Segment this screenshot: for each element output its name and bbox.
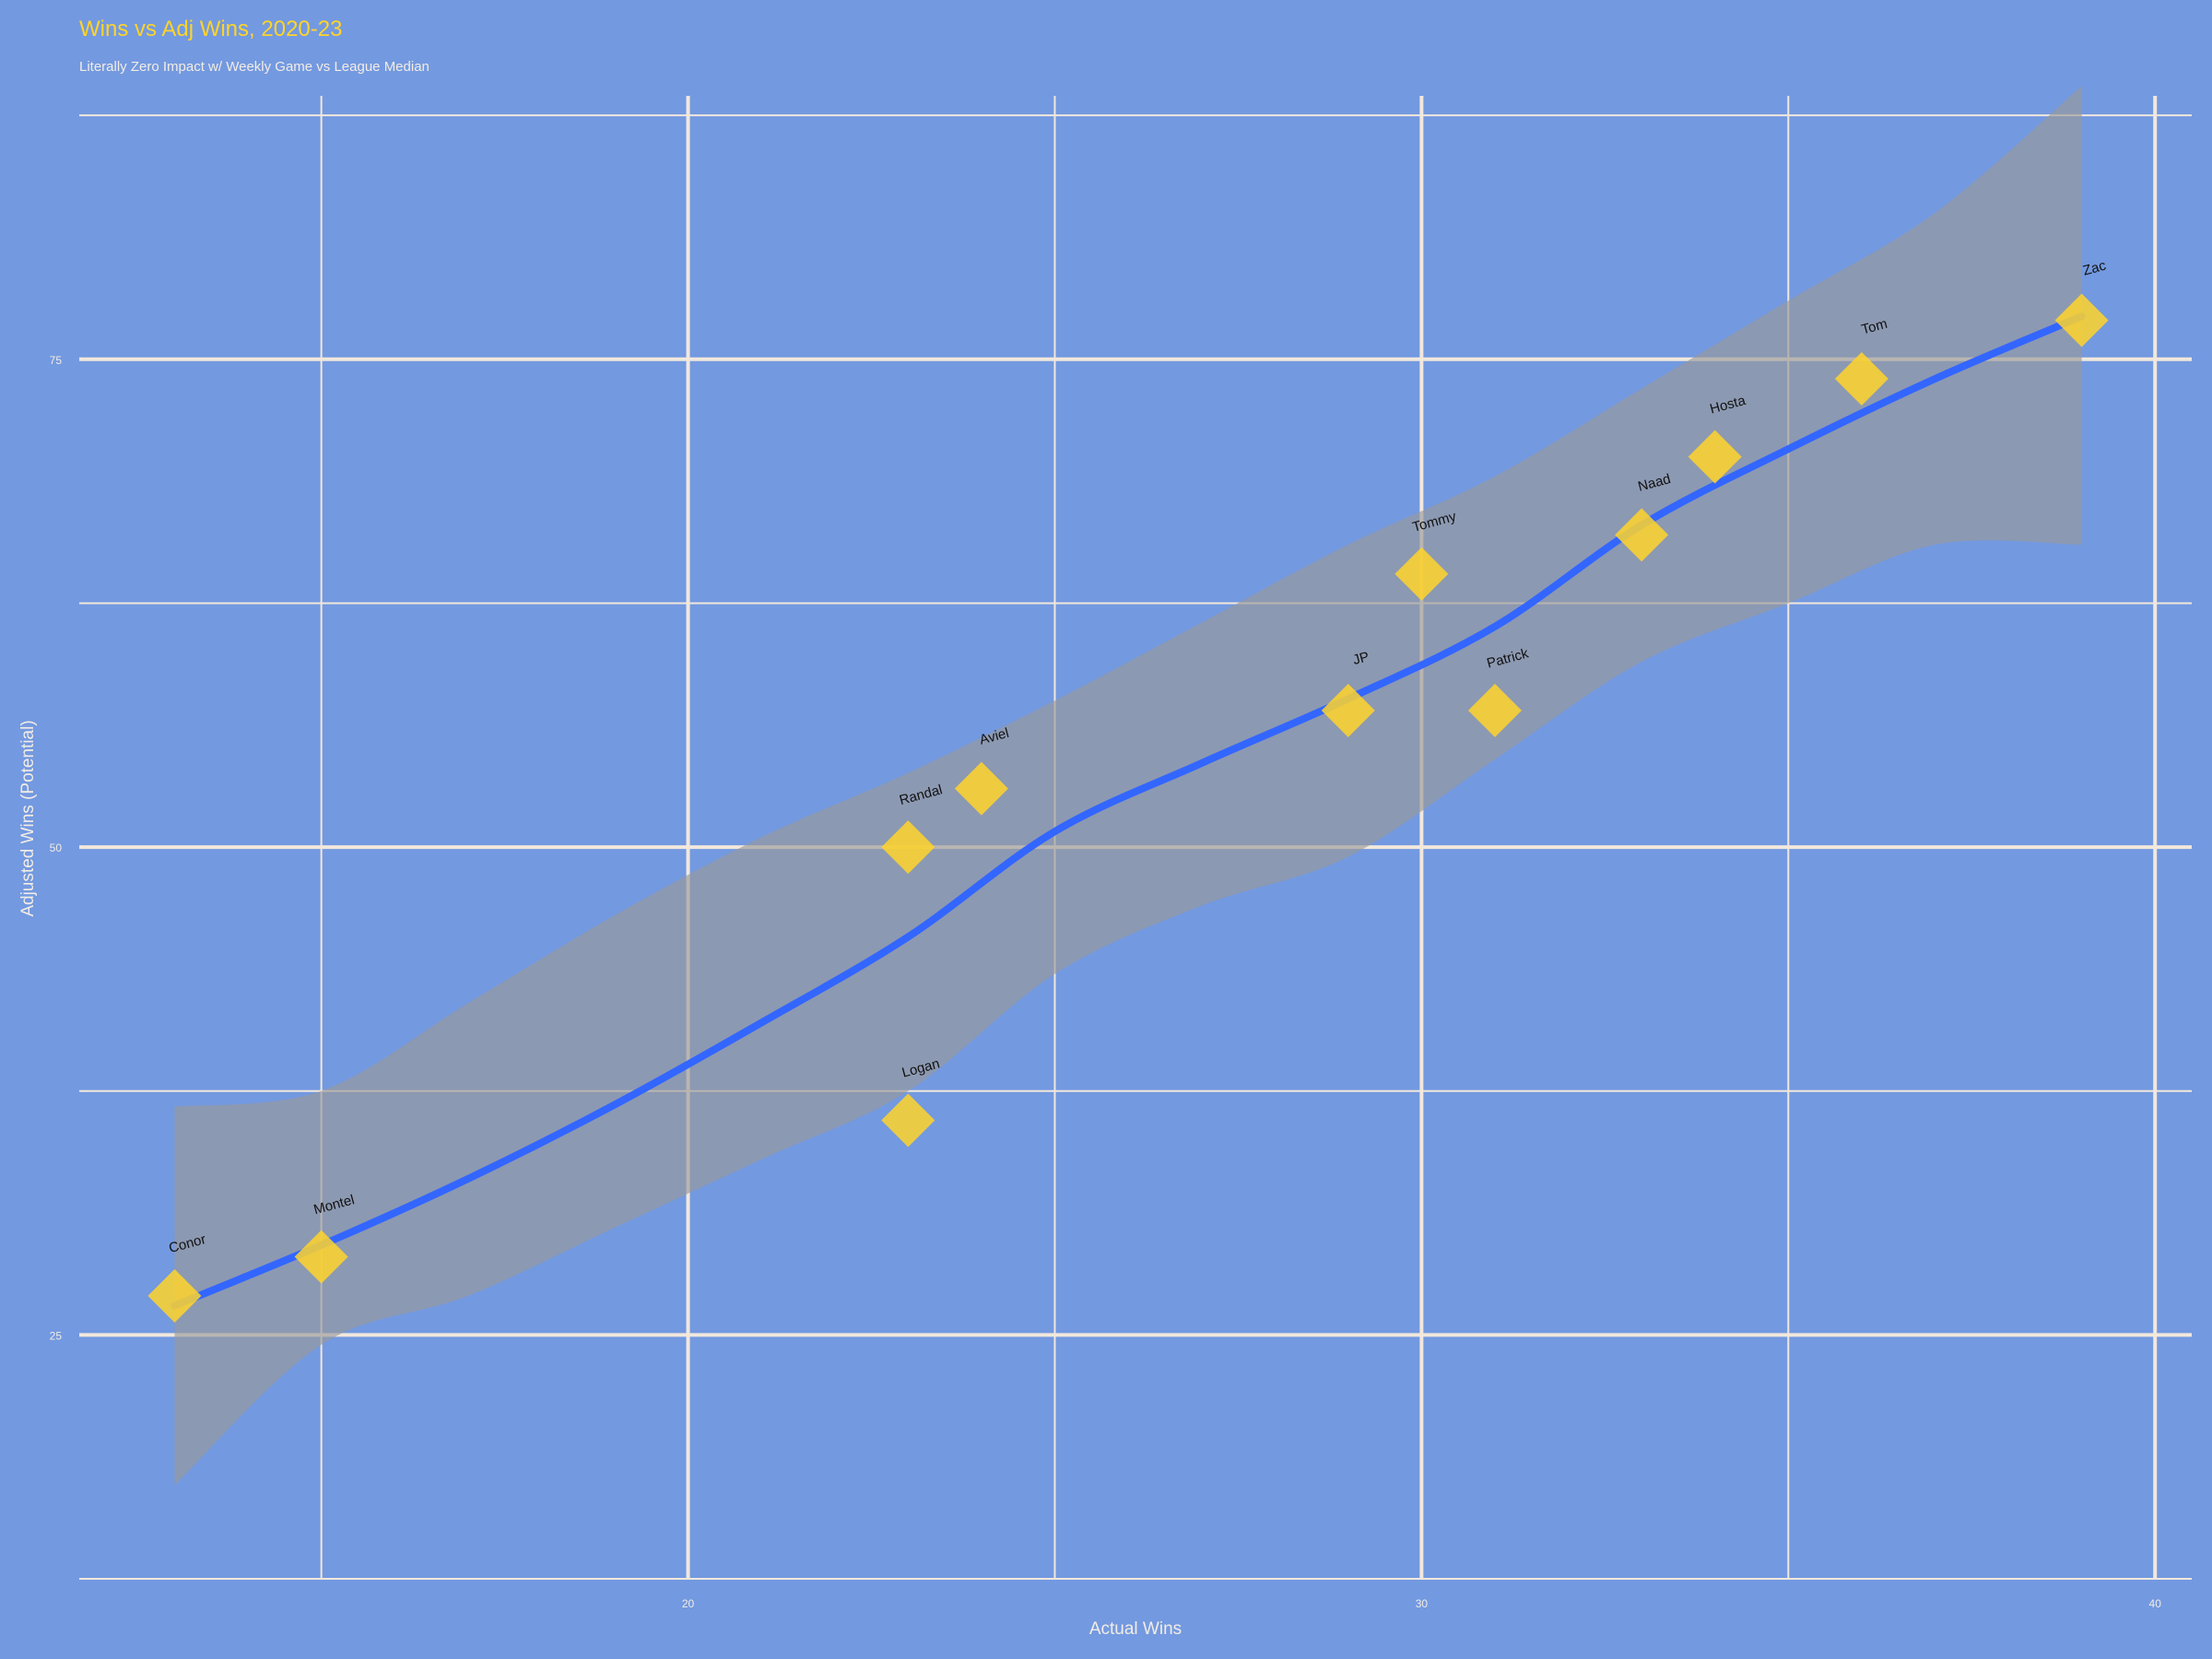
chart-subtitle: Literally Zero Impact w/ Weekly Game vs … [79,59,429,75]
x-tick-label: 40 [2149,1597,2162,1610]
y-tick-label: 75 [50,354,63,367]
data-point-diamond [1394,547,1449,601]
data-point-diamond [881,1093,935,1147]
data-point-diamond [2054,293,2109,347]
data-point-diamond [294,1230,348,1284]
data-point-label: Zac [2081,258,2108,279]
y-tick-label: 50 [50,841,63,854]
data-point-diamond [881,820,935,875]
x-axis-title: Actual Wins [1089,1619,1182,1639]
y-tick-label: 25 [50,1329,63,1342]
data-point-diamond [954,761,1008,816]
data-point-diamond [1321,683,1375,737]
data-point-diamond [147,1269,202,1324]
x-tick-label: 30 [1416,1597,1429,1610]
smooth-trend-line [171,312,2086,1310]
x-tick-label: 20 [682,1597,695,1610]
data-point-diamond [1467,683,1522,737]
confidence-ribbon [174,86,2082,1486]
axis-ticks: 20 30 40 25 50 75 [50,354,2162,1610]
data-point-label: Tom [1860,316,1889,338]
data-point-label: JP [1351,649,1371,668]
y-axis-title: Adjusted Wins (Potential) [18,720,38,916]
data-point-diamond [1688,429,1742,484]
data-point-diamond [1834,351,1888,406]
chart-title: Wins vs Adj Wins, 2020-23 [79,17,342,41]
data-point-diamond [1615,508,1669,562]
